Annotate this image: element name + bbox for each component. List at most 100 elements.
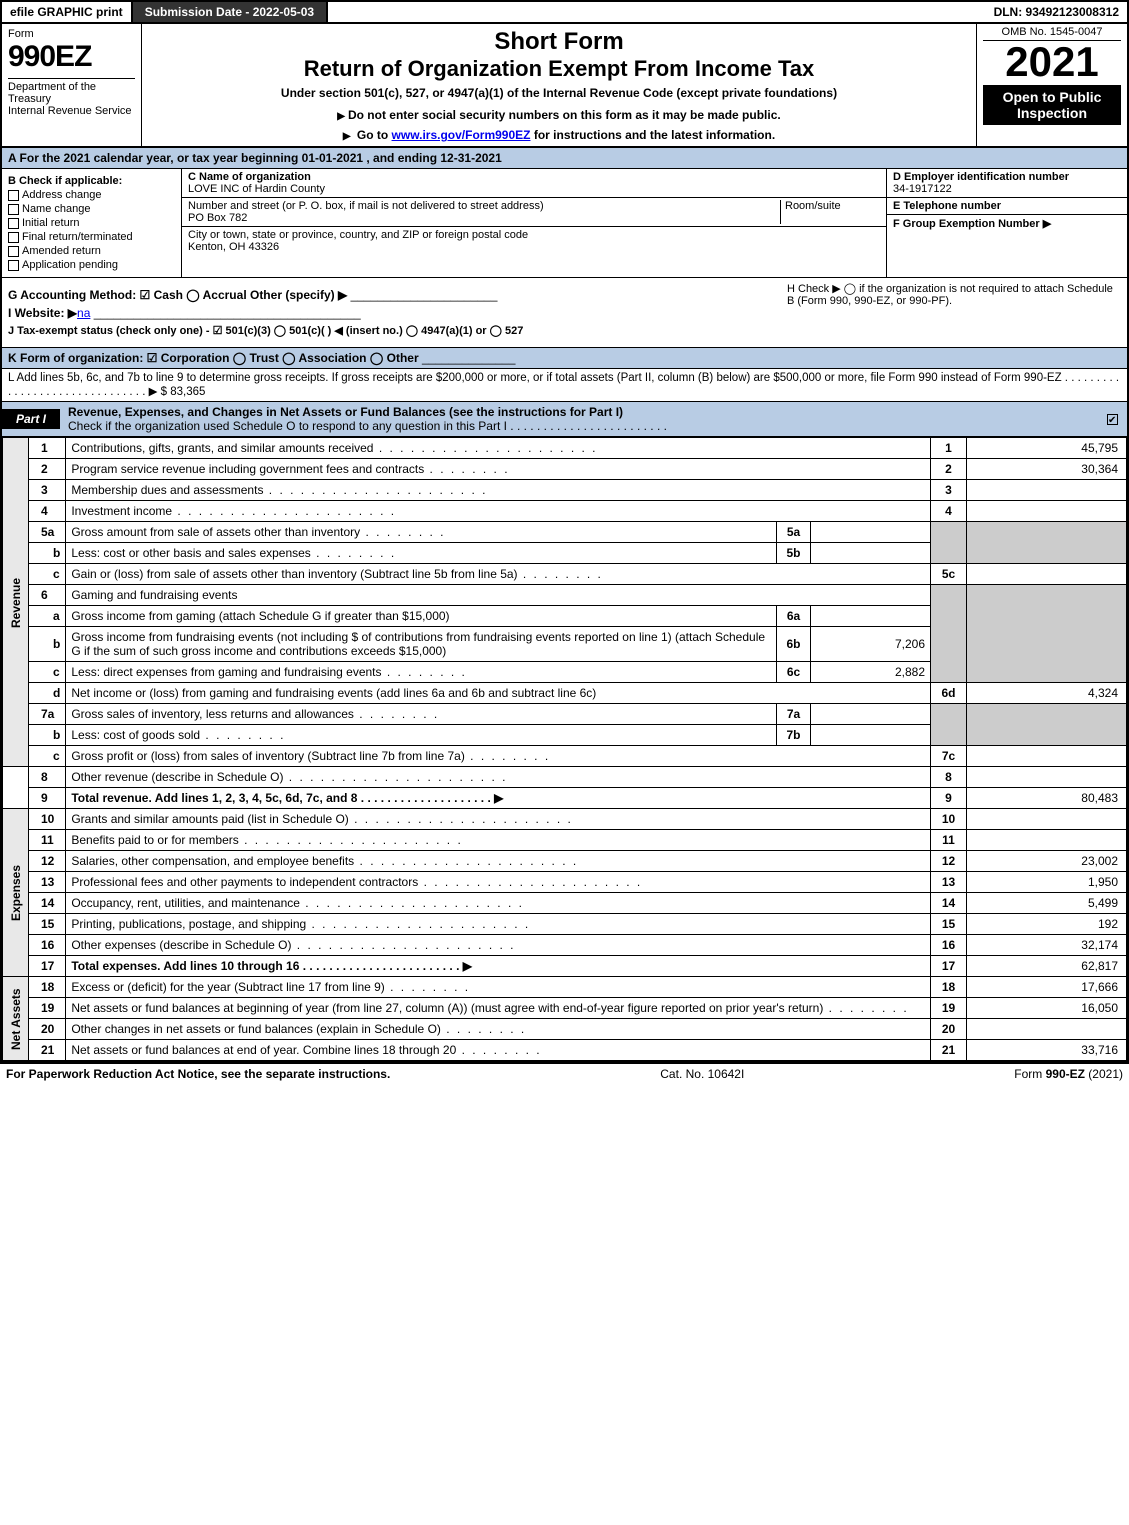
org-name-row: C Name of organization LOVE INC of Hardi… xyxy=(182,169,886,198)
sub-5b xyxy=(811,543,931,564)
chk-address-change[interactable]: Address change xyxy=(8,189,175,201)
revenue-side-label: Revenue xyxy=(3,438,29,767)
irs-link[interactable]: www.irs.gov/Form990EZ xyxy=(392,128,531,142)
row-12: 12 Salaries, other compensation, and emp… xyxy=(3,851,1127,872)
city-row: City or town, state or province, country… xyxy=(182,227,886,255)
row-10: Expenses 10 Grants and similar amounts p… xyxy=(3,809,1127,830)
row-8: 8 Other revenue (describe in Schedule O)… xyxy=(3,767,1127,788)
amt-20 xyxy=(967,1019,1127,1040)
sub-5a xyxy=(811,522,931,543)
row-6d: d Net income or (loss) from gaming and f… xyxy=(3,683,1127,704)
column-d: D Employer identification number 34-1917… xyxy=(887,169,1127,277)
row-16: 16 Other expenses (describe in Schedule … xyxy=(3,935,1127,956)
chk-initial-return[interactable]: Initial return xyxy=(8,217,175,229)
group-label: F Group Exemption Number ▶ xyxy=(893,218,1051,230)
sub-6b: 7,206 xyxy=(811,627,931,662)
sub-7b xyxy=(811,725,931,746)
instruction-2: Go to www.irs.gov/Form990EZ for instruct… xyxy=(150,128,968,142)
amt-12: 23,002 xyxy=(967,851,1127,872)
city-value: Kenton, OH 43326 xyxy=(188,241,279,253)
row-7a: 7a Gross sales of inventory, less return… xyxy=(3,704,1127,725)
amt-21: 33,716 xyxy=(967,1040,1127,1061)
ein-label: D Employer identification number xyxy=(893,171,1069,183)
mid-section: H Check ▶ ◯ if the organization is not r… xyxy=(2,278,1127,348)
row-14: 14 Occupancy, rent, utilities, and maint… xyxy=(3,893,1127,914)
top-bar: efile GRAPHIC print Submission Date - 20… xyxy=(0,0,1129,24)
row-2: 2 Program service revenue including gove… xyxy=(3,459,1127,480)
return-title: Return of Organization Exempt From Incom… xyxy=(150,56,968,82)
chk-application-pending[interactable]: Application pending xyxy=(8,259,175,271)
footer-right: Form 990-EZ (2021) xyxy=(1014,1067,1123,1081)
amt-10 xyxy=(967,809,1127,830)
amt-15: 192 xyxy=(967,914,1127,935)
amt-14: 5,499 xyxy=(967,893,1127,914)
tel-label: E Telephone number xyxy=(893,200,1001,212)
amt-3 xyxy=(967,480,1127,501)
line-l: L Add lines 5b, 6c, and 7b to line 9 to … xyxy=(2,369,1127,402)
efile-label[interactable]: efile GRAPHIC print xyxy=(2,2,131,22)
ein-row: D Employer identification number 34-1917… xyxy=(887,169,1127,198)
netassets-side-label: Net Assets xyxy=(3,977,29,1061)
amt-2: 30,364 xyxy=(967,459,1127,480)
line-j: J Tax-exempt status (check only one) - ☑… xyxy=(8,324,1121,337)
line-h: H Check ▶ ◯ if the organization is not r… xyxy=(787,282,1117,307)
row-18: Net Assets 18 Excess or (deficit) for th… xyxy=(3,977,1127,998)
row-4: 4 Investment income 4 xyxy=(3,501,1127,522)
address-row: Number and street (or P. O. box, if mail… xyxy=(182,198,886,227)
tel-row: E Telephone number xyxy=(887,198,1127,215)
form-word: Form xyxy=(8,28,135,40)
expenses-side-label: Expenses xyxy=(3,809,29,977)
row-6: 6 Gaming and fundraising events xyxy=(3,585,1127,606)
amt-13: 1,950 xyxy=(967,872,1127,893)
row-3: 3 Membership dues and assessments 3 xyxy=(3,480,1127,501)
column-b: B Check if applicable: Address change Na… xyxy=(2,169,182,277)
line-a: A For the 2021 calendar year, or tax yea… xyxy=(2,148,1127,169)
org-name-label: C Name of organization xyxy=(188,171,311,183)
address-label: Number and street (or P. O. box, if mail… xyxy=(188,200,544,212)
instruction-1: Do not enter social security numbers on … xyxy=(150,108,968,122)
short-form-title: Short Form xyxy=(150,28,968,56)
tax-year: 2021 xyxy=(983,41,1121,83)
chk-name-change[interactable]: Name change xyxy=(8,203,175,215)
chk-final-return[interactable]: Final return/terminated xyxy=(8,231,175,243)
column-c: C Name of organization LOVE INC of Hardi… xyxy=(182,169,887,277)
year-cell: OMB No. 1545-0047 2021 Open to Public In… xyxy=(977,24,1127,146)
amt-1: 45,795 xyxy=(967,438,1127,459)
dln-number: DLN: 93492123008312 xyxy=(986,2,1127,22)
website-link[interactable]: na xyxy=(77,306,90,320)
inst2-post: for instructions and the latest informat… xyxy=(530,128,775,142)
sub-6c: 2,882 xyxy=(811,662,931,683)
row-20: 20 Other changes in net assets or fund b… xyxy=(3,1019,1127,1040)
amt-6d: 4,324 xyxy=(967,683,1127,704)
sub-6a xyxy=(811,606,931,627)
amt-4 xyxy=(967,501,1127,522)
form-container: Form 990EZ Department of the Treasury In… xyxy=(0,24,1129,1063)
info-grid: B Check if applicable: Address change Na… xyxy=(2,169,1127,278)
footer-center: Cat. No. 10642I xyxy=(390,1067,1014,1081)
amt-9: 80,483 xyxy=(967,788,1127,809)
amt-18: 17,666 xyxy=(967,977,1127,998)
part-1-tab: Part I xyxy=(2,409,60,429)
subtitle: Under section 501(c), 527, or 4947(a)(1)… xyxy=(150,86,968,100)
part-1-header: Part I Revenue, Expenses, and Changes in… xyxy=(2,402,1127,437)
amt-7c xyxy=(967,746,1127,767)
amt-19: 16,050 xyxy=(967,998,1127,1019)
row-15: 15 Printing, publications, postage, and … xyxy=(3,914,1127,935)
footer-left: For Paperwork Reduction Act Notice, see … xyxy=(6,1067,390,1081)
row-5a: 5a Gross amount from sale of assets othe… xyxy=(3,522,1127,543)
inst2-pre: Go to xyxy=(357,128,392,142)
row-5c: c Gain or (loss) from sale of assets oth… xyxy=(3,564,1127,585)
chk-amended-return[interactable]: Amended return xyxy=(8,245,175,257)
part-1-title: Revenue, Expenses, and Changes in Net As… xyxy=(60,402,1107,436)
line-k: K Form of organization: ☑ Corporation ◯ … xyxy=(2,348,1127,369)
col-b-header: B Check if applicable: xyxy=(8,175,175,187)
row-19: 19 Net assets or fund balances at beginn… xyxy=(3,998,1127,1019)
sub-7a xyxy=(811,704,931,725)
row-21: 21 Net assets or fund balances at end of… xyxy=(3,1040,1127,1061)
amt-8 xyxy=(967,767,1127,788)
row-9: 9 Total revenue. Add lines 1, 2, 3, 4, 5… xyxy=(3,788,1127,809)
part-1-check[interactable] xyxy=(1107,412,1127,426)
address-value: PO Box 782 xyxy=(188,212,247,224)
amt-5c xyxy=(967,564,1127,585)
line-l-amount: 83,365 xyxy=(170,386,205,398)
